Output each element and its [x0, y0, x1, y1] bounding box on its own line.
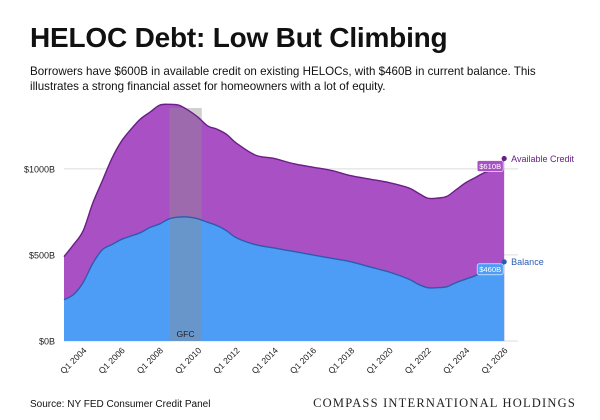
x-tick-label: Q1 2008	[135, 345, 166, 376]
chart-subtitle: Borrowers have $600B in available credit…	[30, 65, 536, 93]
shaded-region	[169, 108, 202, 341]
x-tick-label: Q1 2006	[96, 345, 127, 376]
area-series	[64, 104, 505, 341]
balance-line	[63, 216, 505, 301]
balance-area	[64, 216, 505, 341]
x-tick-label: Q1 2016	[288, 345, 319, 376]
available-credit-legend-label: Available Credit	[511, 154, 574, 164]
chart-title: HELOC Debt: Low But Climbing	[30, 22, 448, 53]
gfc-shaded-band	[169, 108, 202, 341]
brand-logo-text: COMPASS INTERNATIONAL HOLDINGS	[313, 396, 576, 410]
x-tick-label: Q1 2010	[173, 345, 204, 376]
balance-value-label: $460B	[479, 265, 501, 274]
available-credit-end-point	[501, 155, 507, 162]
x-tick-label: Q1 2004	[58, 345, 89, 376]
x-tick-label: Q1 2026	[479, 345, 510, 376]
balance-end-point	[501, 259, 507, 265]
x-tick-label: Q1 2024	[441, 345, 472, 376]
y-tick-label: $500B	[29, 250, 55, 260]
balance-value-badge	[476, 263, 504, 276]
available-credit-line	[63, 103, 505, 258]
available-credit-value-badge	[476, 160, 504, 172]
x-tick-label: Q1 2012	[211, 345, 242, 376]
x-tick-label: Q1 2018	[326, 345, 357, 376]
x-tick-label: Q1 2022	[403, 345, 434, 376]
y-tick-label: $1000B	[24, 164, 55, 174]
x-tick-label: Q1 2014	[250, 345, 281, 376]
balance-legend-label: Balance	[511, 257, 544, 267]
gfc-label: GFC	[176, 329, 194, 339]
x-tick-label: Q1 2020	[364, 345, 395, 376]
y-tick-label: $0B	[39, 337, 55, 347]
available-credit-value-label: $610B	[479, 162, 501, 171]
series-lines	[63, 103, 507, 301]
source-note: Source: NY FED Consumer Credit Panel	[30, 399, 211, 410]
